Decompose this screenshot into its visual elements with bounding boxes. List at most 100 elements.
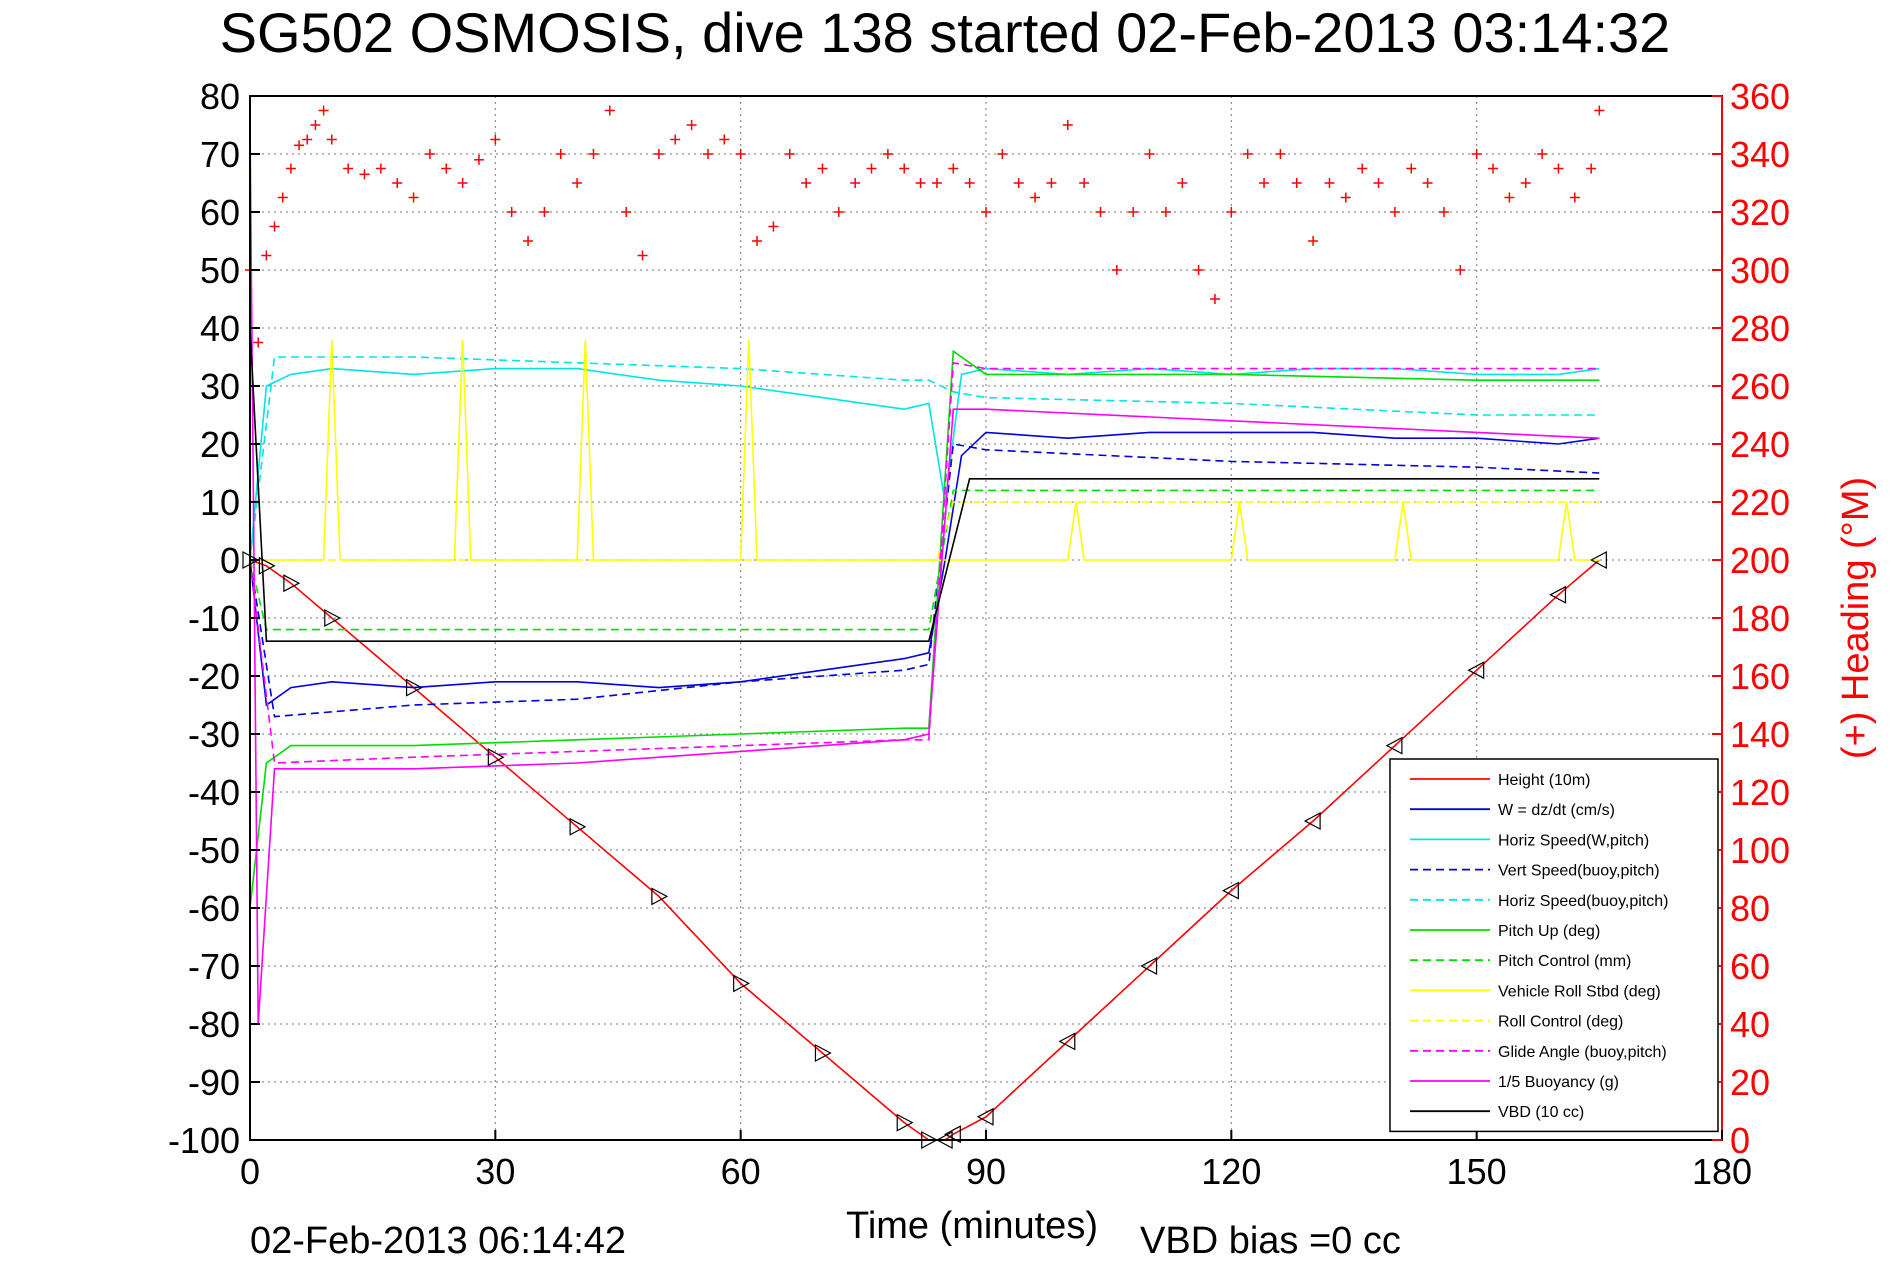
heading-point <box>1242 149 1253 159</box>
y-axis-ticks: 80 70 60 50 40 30 20 10 0 -10 -20 -30 -40 -50 -60 -70 -8… <box>168 76 260 1161</box>
depth-marker <box>1222 881 1239 900</box>
depth-marker <box>1549 585 1567 604</box>
heading-point <box>1586 163 1597 174</box>
y2-tick-label: 260 <box>1730 366 1790 407</box>
y2-tick-label: 80 <box>1730 888 1770 929</box>
heading-point <box>637 250 648 261</box>
depth-marker <box>976 1107 994 1126</box>
series-line-2 <box>249 367 1600 561</box>
heading-point <box>1013 178 1024 188</box>
y-tick-label: -50 <box>188 830 240 871</box>
heading-point <box>1569 192 1580 203</box>
legend-entry: 1/5 Buoyancy (g) <box>1498 1074 1619 1091</box>
depth-marker <box>1590 551 1607 569</box>
legend-box <box>1389 758 1719 1133</box>
y2-tick-label: 200 <box>1730 540 1790 581</box>
legend-entry: Vert Speed(buoy,pitch) <box>1498 863 1660 880</box>
series-layer <box>242 124 1607 1149</box>
heading-point <box>318 105 329 116</box>
depth-marker <box>487 748 505 767</box>
heading-point <box>981 207 991 217</box>
heading-point <box>1177 178 1188 188</box>
heading-point <box>1259 178 1270 188</box>
heading-point <box>1553 163 1564 174</box>
x-axis-label: Time (minutes) <box>846 1205 1098 1247</box>
heading-point <box>490 134 501 145</box>
y-tick-label: -20 <box>188 656 240 697</box>
heading-point <box>1308 236 1319 246</box>
end-time-label: 02-Feb-2013 06:14:42 <box>250 1220 626 1262</box>
y-tick-label: 80 <box>200 76 240 117</box>
legend-entry: Vehicle Roll Stbd (deg) <box>1498 983 1661 1000</box>
x-tick-label: 0 <box>240 1151 260 1192</box>
legend-entry: Height (10m) <box>1498 772 1590 789</box>
heading-point <box>294 140 305 151</box>
heading-point <box>269 221 280 232</box>
heading-point <box>1324 178 1335 188</box>
series-line-3 <box>249 443 1600 718</box>
heading-point <box>506 207 517 217</box>
x-tick-label: 90 <box>966 1151 1006 1192</box>
y-tick-label: -60 <box>188 888 240 929</box>
depth-marker <box>283 574 301 593</box>
heading-point <box>1209 294 1220 304</box>
heading-point <box>604 105 615 116</box>
y-tick-label: -70 <box>188 946 240 987</box>
heading-point <box>1046 178 1057 188</box>
heading-point <box>882 149 893 159</box>
heading-point <box>1160 207 1171 217</box>
heading-point <box>1275 149 1286 159</box>
heading-point <box>866 163 877 174</box>
heading-point <box>686 120 697 130</box>
heading-point <box>359 169 370 180</box>
heading-point <box>343 163 354 174</box>
heading-point <box>915 178 926 188</box>
x-tick-label: 30 <box>475 1151 515 1192</box>
heading-point <box>261 250 272 261</box>
legend-entry: Pitch Control (mm) <box>1498 953 1631 970</box>
depth-marker <box>569 817 587 836</box>
heading-point <box>833 207 844 217</box>
depth-marker <box>258 556 276 575</box>
heading-point <box>424 149 435 159</box>
heading-point <box>1488 163 1499 174</box>
y-tick-label: -80 <box>188 1004 240 1045</box>
legend-entry: Horiz Speed(W,pitch) <box>1498 832 1649 849</box>
x-tick-label: 180 <box>1692 1151 1752 1192</box>
y-tick-label: 50 <box>200 250 240 291</box>
vbd-bias-label: VBD bias =0 cc <box>1140 1220 1401 1262</box>
heading-point <box>1594 105 1605 116</box>
legend: Height (10m) W = dz/dt (cm/s) Horiz Speed(… <box>1389 758 1719 1133</box>
heading-point <box>555 149 566 159</box>
x-axis-ticks: 0 30 60 90 120 150 180 <box>240 1130 1752 1192</box>
y-tick-label: 40 <box>200 308 240 349</box>
y-tick-label: 70 <box>200 134 240 175</box>
heading-point <box>1520 178 1531 188</box>
heading-point <box>752 236 763 246</box>
heading-point <box>1389 207 1400 217</box>
y-tick-label: -30 <box>188 714 240 755</box>
heading-point <box>850 178 861 188</box>
heading-point <box>326 134 337 145</box>
depth-marker <box>1303 812 1321 830</box>
heading-point <box>1291 178 1302 188</box>
heading-point <box>1422 178 1433 188</box>
heading-point <box>1471 149 1482 159</box>
y-tick-label: 30 <box>200 366 240 407</box>
heading-series <box>245 105 1605 348</box>
y-tick-label: -100 <box>168 1120 240 1161</box>
x-tick-label: 150 <box>1447 1151 1507 1192</box>
legend-entry: Roll Control (deg) <box>1498 1014 1623 1031</box>
y2-tick-label: 160 <box>1730 656 1790 697</box>
heading-point <box>277 192 288 203</box>
heading-point <box>1438 207 1449 217</box>
heading-point <box>1455 265 1466 275</box>
y-tick-label: -90 <box>188 1062 240 1103</box>
heading-point <box>539 207 550 217</box>
y2-tick-label: 220 <box>1730 482 1790 523</box>
y2-tick-label: 300 <box>1730 250 1790 291</box>
heading-point <box>768 221 779 232</box>
y2-tick-label: 20 <box>1730 1062 1770 1103</box>
grid-lines <box>250 96 1722 1140</box>
